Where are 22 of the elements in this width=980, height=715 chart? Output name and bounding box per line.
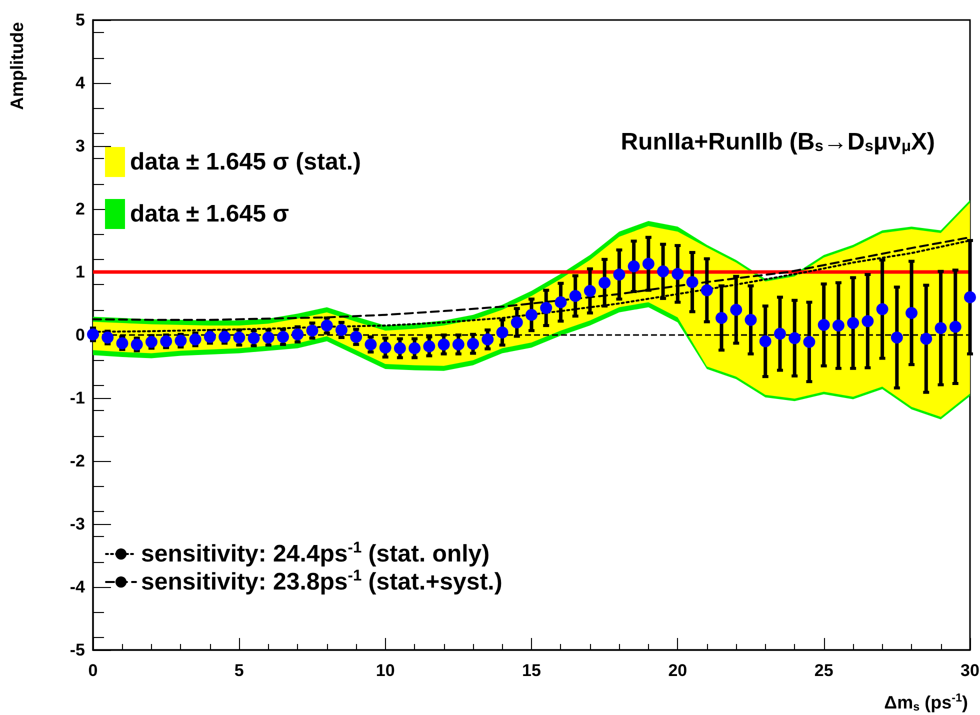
x-tick-label: 25 (814, 661, 834, 680)
x-tick-label: 30 (960, 661, 980, 680)
text: RunIIa+RunIIb (Bs→DsμνμX) (620, 128, 935, 156)
y-tick-label: 0 (76, 326, 85, 344)
x-tick-label: 15 (522, 661, 541, 680)
y-tick-label: -5 (70, 640, 85, 660)
y-tick-label: 3 (76, 136, 85, 156)
y-axis-title: Amplitude (7, 22, 27, 110)
y-tick-label: -4 (70, 578, 86, 596)
legend-label: data ± 1.645 σ (130, 200, 289, 228)
y-tick-label: 1 (76, 262, 85, 282)
x-tick-label: 5 (234, 661, 244, 680)
y-tick-label: -2 (70, 452, 85, 470)
y-tick-label: 4 (76, 74, 86, 92)
y-tick-label: -1 (70, 388, 85, 408)
y-tick-label: -3 (70, 514, 85, 534)
x-tick-label: 10 (376, 661, 395, 680)
legend-label: data ± 1.645 σ (stat.) (130, 148, 361, 176)
x-tick-label: 20 (668, 661, 688, 680)
y-tick-label: 2 (76, 200, 85, 218)
y-tick-label: 5 (76, 10, 85, 30)
x-tick-label: 0 (88, 661, 98, 680)
